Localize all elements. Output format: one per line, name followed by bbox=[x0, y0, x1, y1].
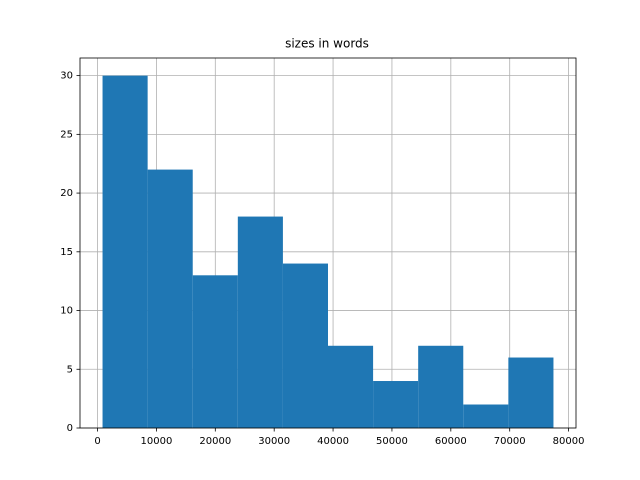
x-tick-label: 60000 bbox=[435, 436, 467, 447]
x-tick-label: 10000 bbox=[141, 436, 173, 447]
bar bbox=[147, 169, 193, 429]
x-tick-label: 80000 bbox=[553, 436, 585, 447]
bar bbox=[192, 275, 238, 428]
x-tick-label: 50000 bbox=[376, 436, 408, 447]
chart-title: sizes in words bbox=[285, 37, 369, 51]
x-tick-label: 0 bbox=[94, 436, 100, 447]
bar bbox=[373, 381, 419, 428]
y-tick-label: 15 bbox=[60, 247, 73, 258]
y-tick-label: 20 bbox=[60, 188, 73, 199]
x-tick-label: 30000 bbox=[258, 436, 290, 447]
x-tick-label: 70000 bbox=[494, 436, 526, 447]
y-tick-label: 25 bbox=[60, 129, 73, 140]
x-tick-label: 20000 bbox=[199, 436, 231, 447]
bar bbox=[463, 404, 509, 428]
y-tick-label: 0 bbox=[67, 423, 73, 434]
y-tick-label: 10 bbox=[60, 306, 73, 317]
x-tick-label: 40000 bbox=[317, 436, 349, 447]
bar bbox=[102, 75, 148, 428]
plot-frame bbox=[79, 57, 577, 429]
bar bbox=[282, 263, 328, 428]
bar bbox=[328, 345, 374, 428]
bar bbox=[237, 216, 283, 428]
bar bbox=[508, 357, 554, 428]
y-tick-label: 30 bbox=[60, 71, 73, 82]
bar bbox=[418, 345, 464, 428]
y-tick-label: 5 bbox=[67, 364, 73, 375]
